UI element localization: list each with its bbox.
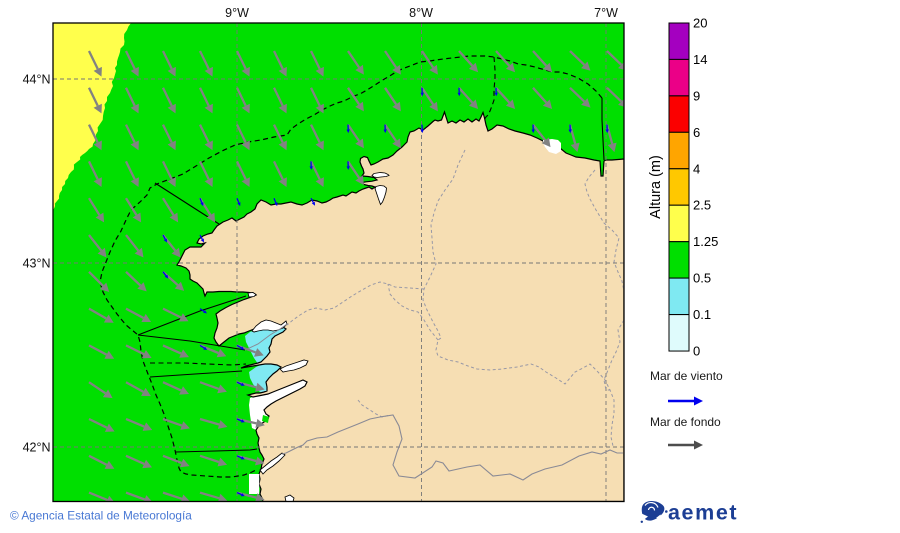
svg-text:© Agencia Estatal de Meteorolo: © Agencia Estatal de Meteorología <box>10 509 192 523</box>
svg-text:2.5: 2.5 <box>693 198 711 213</box>
svg-text:0.5: 0.5 <box>693 271 711 286</box>
svg-text:14: 14 <box>693 52 707 67</box>
svg-text:0.1: 0.1 <box>693 307 711 322</box>
svg-text:42°N: 42°N <box>23 441 51 455</box>
svg-text:44°N: 44°N <box>23 73 51 87</box>
svg-text:7°W: 7°W <box>594 6 618 20</box>
svg-text:Altura (m): Altura (m) <box>648 155 664 219</box>
svg-text:20: 20 <box>693 16 707 31</box>
svg-text:43°N: 43°N <box>23 257 51 271</box>
svg-text:0: 0 <box>693 344 700 359</box>
svg-text:8°W: 8°W <box>409 6 433 20</box>
svg-text:aemet: aemet <box>668 501 738 525</box>
svg-text:4: 4 <box>693 161 700 176</box>
svg-text:6: 6 <box>693 125 700 140</box>
svg-text:1.25: 1.25 <box>693 234 718 249</box>
svg-text:9°W: 9°W <box>225 6 249 20</box>
svg-text:9: 9 <box>693 88 700 103</box>
svg-text:Mar de fondo: Mar de fondo <box>650 415 721 429</box>
svg-text:Mar de viento: Mar de viento <box>650 369 723 383</box>
